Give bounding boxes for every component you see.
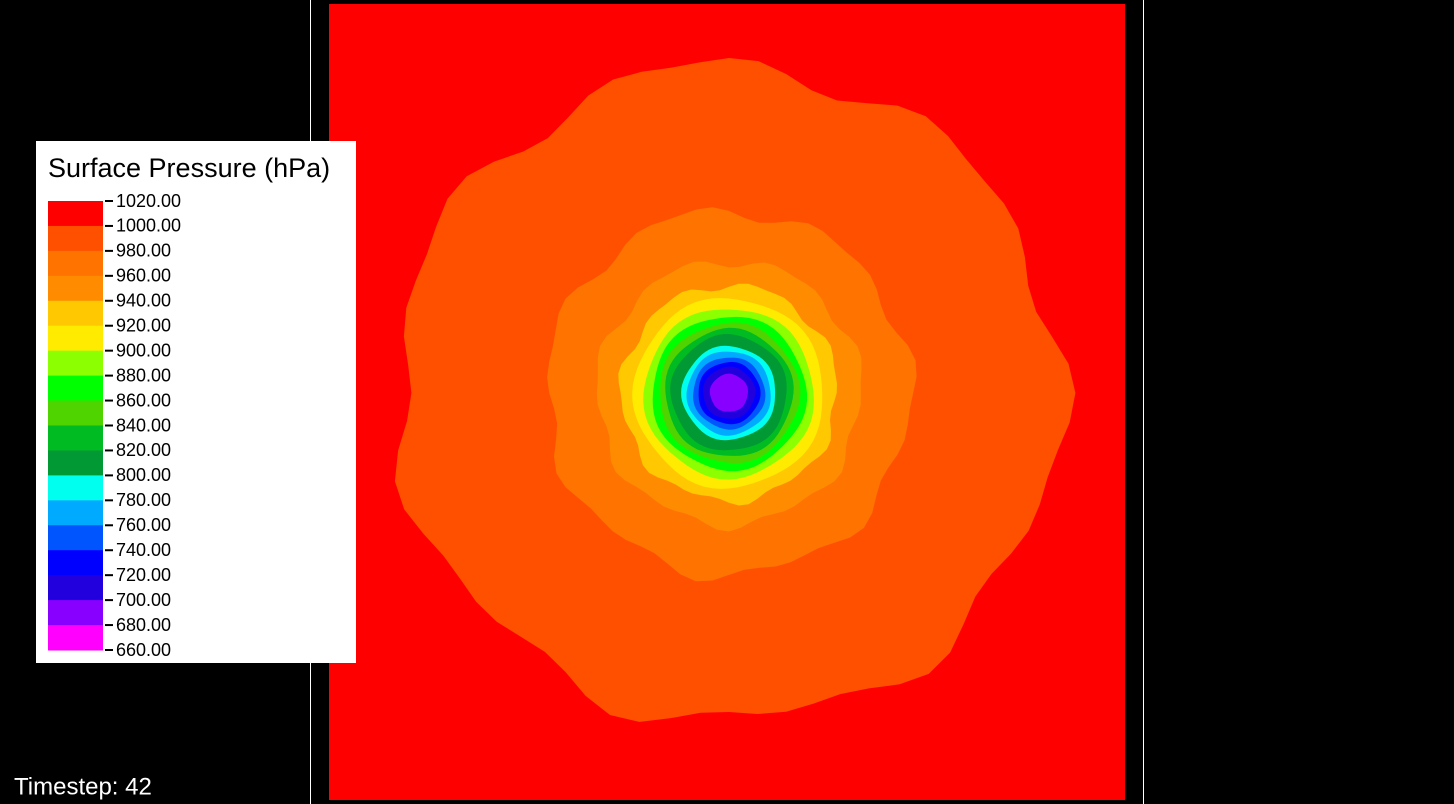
legend-swatch <box>48 475 103 501</box>
legend-tick-label: 960.00 <box>116 266 171 286</box>
legend-tick-label: 660.00 <box>116 640 171 660</box>
contour-band <box>709 373 748 412</box>
legend-swatch <box>48 375 103 402</box>
legend-tick-label: 680.00 <box>116 615 171 635</box>
legend-swatch <box>48 250 103 277</box>
legend-swatch <box>48 400 103 426</box>
color-bar: 1020.00 1000.00 980.00 960.00 940.00 920.00 90… <box>48 191 181 660</box>
timestep-label: Timestep: 42 <box>14 773 152 800</box>
legend-tick-label: 940.00 <box>116 291 171 311</box>
legend-swatch <box>48 525 103 551</box>
legend-tick-label: 700.00 <box>116 590 171 610</box>
legend-swatch <box>48 550 103 576</box>
legend-tick-label: 1020.00 <box>116 191 181 211</box>
legend-tick-label: 840.00 <box>116 415 171 435</box>
pressure-field <box>329 4 1125 800</box>
legend-swatch <box>48 325 103 352</box>
legend-swatch <box>48 625 103 651</box>
legend-tick-label: 800.00 <box>116 465 171 485</box>
legend-swatch <box>48 575 103 601</box>
legend-tick-label: 760.00 <box>116 515 171 535</box>
legend-tick-label: 820.00 <box>116 440 171 460</box>
legend-swatch <box>48 225 103 252</box>
legend-swatch <box>48 275 103 302</box>
legend-swatch <box>48 300 103 327</box>
legend-swatch <box>48 201 103 227</box>
legend-title: Surface Pressure (hPa) <box>48 153 330 183</box>
legend-swatch <box>48 425 103 451</box>
legend-swatch <box>48 500 103 526</box>
legend-tick-label: 1000.00 <box>116 216 181 236</box>
legend-swatch <box>48 600 103 626</box>
legend-swatch <box>48 450 103 476</box>
legend-tick-label: 880.00 <box>116 365 171 385</box>
legend-tick-label: 740.00 <box>116 540 171 560</box>
legend-tick-label: 780.00 <box>116 490 171 510</box>
legend-tick-label: 860.00 <box>116 390 171 410</box>
legend-swatch <box>48 350 103 377</box>
legend-tick-label: 920.00 <box>116 315 171 335</box>
legend-tick-label: 900.00 <box>116 340 171 360</box>
legend-tick-label: 980.00 <box>116 241 171 261</box>
legend-tick-label: 720.00 <box>116 565 171 585</box>
